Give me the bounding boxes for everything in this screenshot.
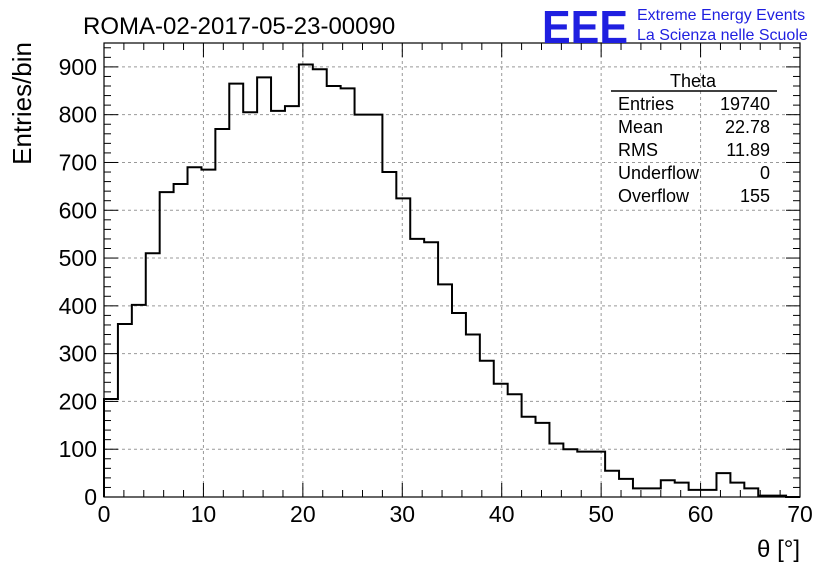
stats-label-overflow: Overflow [618,186,690,206]
stats-label-underflow: Underflow [618,163,700,183]
stats-label-entries: Entries [618,94,674,114]
stats-value-overflow: 155 [740,186,770,206]
x-axis-label: θ [°] [757,536,800,563]
y-tick-label: 600 [59,197,97,223]
y-tick-label: 500 [59,245,97,271]
x-tick-label: 20 [290,501,316,527]
axis-ticks [103,43,801,498]
stats-label-rms: RMS [618,140,658,160]
stats-title: Theta [670,71,717,91]
y-tick-label: 700 [59,149,97,175]
stats-value-entries: 19740 [720,94,770,114]
histogram-series [103,63,800,498]
x-tick-label: 60 [688,501,714,527]
y-tick-label: 800 [59,102,97,128]
stats-box: Theta Entries 19740 Mean 22.78 RMS 11.89… [611,71,777,206]
y-tick-label: 900 [59,54,97,80]
y-tick-label: 300 [59,341,97,367]
eee-logo: EEE [542,1,628,53]
x-tick-label: 10 [191,501,217,527]
tick-labels: 0 10 20 30 40 50 60 700100200300400500600700800… [59,54,813,527]
chart-title: ROMA-02-2017-05-23-00090 [83,13,395,40]
stats-value-underflow: 0 [760,163,770,183]
y-tick-label: 0 [84,484,97,510]
y-tick-label: 400 [59,293,97,319]
y-tick-label: 100 [59,436,97,462]
x-tick-label: 30 [389,501,415,527]
y-tick-label: 200 [59,388,97,414]
grid-lines [104,43,800,497]
eee-tagline-1: Extreme Energy Events [637,7,805,24]
plot-frame [103,42,801,498]
stats-value-rms: 11.89 [726,140,770,160]
x-tick-label: 50 [588,501,614,527]
x-tick-label: 40 [489,501,515,527]
stats-value-mean: 22.78 [725,117,770,137]
y-axis-label: Entries/bin [7,42,37,165]
x-tick-label: 0 [98,501,111,527]
eee-tagline-2: La Scienza nelle Scuole [637,27,808,44]
stats-label-mean: Mean [618,117,663,137]
x-tick-label: 70 [787,501,813,527]
